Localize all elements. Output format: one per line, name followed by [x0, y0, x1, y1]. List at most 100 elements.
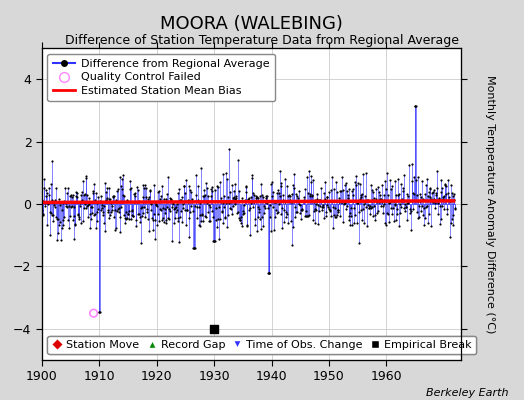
- Point: [145, 194, 154, 200]
- Point: [358, 217, 367, 224]
- Point: [403, 191, 411, 197]
- Point: [165, 216, 173, 222]
- Point: [40, 202, 49, 209]
- Point: [264, 270, 272, 276]
- Point: [70, 236, 78, 242]
- Point: [395, 190, 403, 197]
- Point: [201, 213, 210, 219]
- Point: [442, 191, 451, 197]
- Point: [156, 196, 164, 202]
- Point: [451, 205, 459, 212]
- Point: [196, 222, 205, 229]
- Point: [229, 195, 237, 201]
- Point: [258, 214, 266, 220]
- Point: [236, 216, 245, 223]
- Point: [192, 204, 201, 210]
- Point: [408, 178, 417, 184]
- Point: [359, 206, 367, 212]
- Point: [91, 190, 100, 196]
- Point: [338, 199, 346, 206]
- Point: [64, 216, 72, 223]
- Point: [415, 202, 423, 209]
- Point: [401, 201, 409, 207]
- Point: [398, 198, 407, 204]
- Point: [335, 194, 343, 201]
- Point: [404, 200, 412, 206]
- Point: [290, 171, 299, 178]
- Point: [157, 207, 166, 213]
- Point: [203, 200, 211, 206]
- Point: [44, 201, 52, 207]
- Point: [442, 183, 450, 189]
- Point: [397, 180, 405, 187]
- Point: [349, 186, 357, 193]
- Point: [342, 206, 350, 212]
- Point: [210, 238, 218, 245]
- Point: [186, 187, 194, 193]
- Point: [348, 188, 356, 194]
- Point: [176, 214, 184, 220]
- Point: [90, 310, 98, 316]
- Point: [348, 192, 357, 198]
- Point: [247, 200, 255, 206]
- Point: [120, 192, 128, 199]
- Point: [365, 210, 374, 217]
- Point: [300, 196, 309, 203]
- Point: [46, 232, 54, 238]
- Point: [242, 183, 250, 189]
- Point: [367, 205, 375, 212]
- Point: [180, 183, 188, 189]
- Point: [66, 193, 74, 199]
- Point: [128, 208, 136, 214]
- Point: [376, 192, 384, 198]
- Point: [236, 217, 244, 223]
- Point: [396, 201, 404, 208]
- Point: [396, 210, 405, 216]
- Point: [315, 203, 324, 210]
- Point: [39, 211, 47, 218]
- Point: [149, 182, 158, 188]
- Point: [242, 189, 250, 195]
- Point: [77, 192, 85, 198]
- Point: [231, 181, 239, 188]
- Point: [52, 185, 60, 191]
- Point: [427, 223, 435, 229]
- Point: [141, 182, 149, 189]
- Point: [59, 200, 68, 206]
- Point: [237, 220, 245, 226]
- Point: [292, 209, 300, 216]
- Point: [333, 206, 342, 213]
- Point: [226, 206, 235, 212]
- Point: [63, 185, 72, 191]
- Point: [219, 200, 227, 206]
- Point: [390, 178, 399, 184]
- Point: [392, 210, 401, 217]
- Point: [115, 204, 123, 211]
- Point: [357, 192, 365, 198]
- Point: [291, 214, 300, 220]
- Point: [287, 198, 295, 205]
- Point: [127, 216, 135, 223]
- Point: [142, 185, 150, 191]
- Point: [93, 200, 102, 206]
- Point: [435, 195, 443, 202]
- Point: [96, 308, 104, 315]
- Point: [119, 212, 128, 219]
- Point: [187, 203, 195, 210]
- Point: [416, 198, 424, 205]
- Point: [64, 225, 73, 232]
- Point: [228, 182, 236, 189]
- Point: [114, 209, 123, 215]
- Point: [234, 209, 242, 215]
- Point: [227, 211, 236, 217]
- Point: [97, 207, 105, 213]
- Point: [74, 212, 82, 218]
- Point: [212, 205, 221, 211]
- Point: [407, 227, 415, 233]
- Point: [243, 222, 251, 229]
- Point: [145, 228, 153, 234]
- Point: [371, 217, 379, 223]
- Point: [184, 183, 193, 190]
- Point: [81, 201, 89, 207]
- Point: [398, 196, 406, 203]
